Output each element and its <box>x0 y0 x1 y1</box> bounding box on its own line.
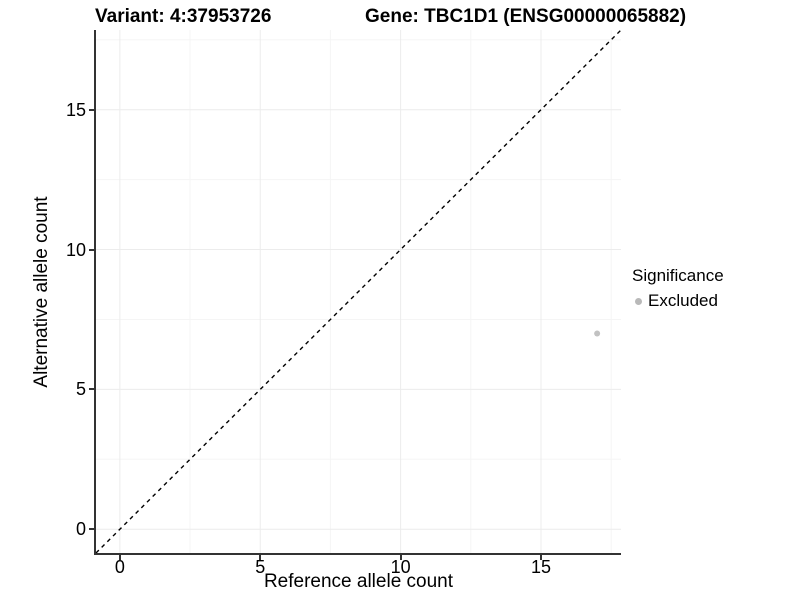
y-tick-label: 15 <box>65 99 86 120</box>
x-tick-mark <box>399 555 402 560</box>
x-tick-label: 15 <box>530 557 551 577</box>
x-tick-mark <box>118 555 121 560</box>
y-tick-label: 0 <box>75 519 86 540</box>
y-tick-label: 10 <box>65 239 86 260</box>
legend-title: Significance <box>632 266 724 285</box>
y-tick-mark <box>89 248 94 251</box>
legend-point-icon <box>635 297 642 305</box>
x-tick-label: 5 <box>255 557 266 577</box>
x-tick-mark <box>259 555 262 560</box>
data-point <box>594 330 601 337</box>
plot-panel <box>94 30 621 555</box>
legend-entry: Excluded <box>632 291 724 311</box>
y-tick-mark <box>89 528 94 531</box>
x-tick-label: 0 <box>114 557 125 577</box>
y-tick-mark <box>89 108 94 111</box>
legend: Significance Excluded <box>632 266 724 311</box>
identity-line <box>96 30 621 553</box>
plot-canvas <box>96 30 621 553</box>
y-tick-label: 5 <box>75 379 86 400</box>
x-axis-title: Reference allele count <box>263 571 454 592</box>
plot-title-variant: Variant: 4:37953726 <box>95 6 272 27</box>
y-tick-mark <box>89 388 94 391</box>
legend-entry-label: Excluded <box>648 291 718 310</box>
plot-title-gene: Gene: TBC1D1 (ENSG00000065882) <box>365 6 687 27</box>
x-tick-mark <box>539 555 542 560</box>
x-tick-label: 10 <box>390 557 411 577</box>
y-axis-title: Alternative allele count <box>31 196 52 388</box>
